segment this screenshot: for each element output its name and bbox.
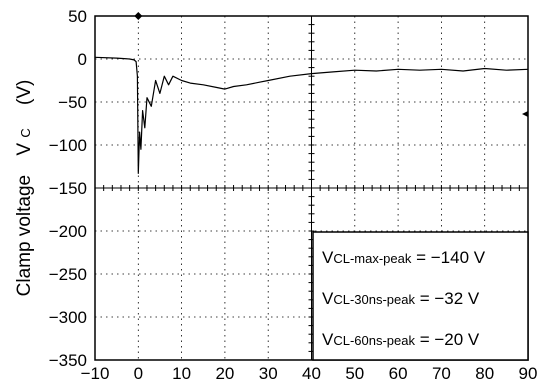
x-tick-label: 90 — [519, 364, 538, 383]
y-tick-label: 0 — [78, 50, 87, 69]
y-axis-label-main: Clamp voltage — [14, 175, 35, 296]
y-tick-label: −150 — [49, 179, 87, 198]
trigger-marker — [134, 12, 143, 20]
y-tick-label: 50 — [68, 7, 87, 26]
y-axis-label-sub: C — [18, 128, 33, 137]
x-tick-label: 60 — [389, 364, 408, 383]
y-tick-label: −50 — [58, 93, 87, 112]
series-line — [94, 56, 529, 174]
level-marker — [522, 111, 528, 118]
tick-labels: −10 0 10 20 30 40 50 60 70 80 90500−50−100−150−200… — [49, 7, 538, 383]
svg-text:Clamp voltage V C: Clamp voltage V C (V) — [14, 80, 35, 297]
x-tick-label: −10 — [81, 364, 110, 383]
trace-layer — [94, 56, 529, 174]
x-tick-label: 0 — [134, 364, 143, 383]
y-axis-label-unit: (V) — [14, 80, 35, 105]
markers — [134, 12, 528, 118]
axes — [94, 15, 529, 361]
plot-frame — [94, 15, 529, 361]
annotation-30ns-peak: VCL-30ns-peak = −32 V — [322, 289, 480, 308]
y-tick-label: −200 — [49, 222, 87, 241]
x-tick-label: 30 — [259, 364, 278, 383]
x-tick-label: 70 — [432, 364, 451, 383]
y-tick-label: −100 — [49, 136, 87, 155]
x-tick-label: 50 — [345, 364, 364, 383]
annotation-60ns-peak: VCL-60ns-peak = −20 V — [322, 330, 480, 349]
y-tick-label: −300 — [49, 308, 87, 327]
annotation-max-peak: VCL-max-peak = −140 V — [322, 248, 486, 267]
x-tick-label: 80 — [475, 364, 494, 383]
x-tick-label: 10 — [172, 364, 191, 383]
y-tick-label: −350 — [49, 351, 87, 370]
x-tick-label: 40 — [302, 364, 321, 383]
y-axis-label-symbol: V — [14, 143, 35, 156]
y-tick-label: −250 — [49, 265, 87, 284]
y-axis-label: Clamp voltage V C (V) — [14, 80, 35, 297]
x-tick-label: 20 — [215, 364, 234, 383]
annotation-box: VCL-max-peak = −140 V VCL-30ns-peak = −3… — [312, 231, 529, 361]
